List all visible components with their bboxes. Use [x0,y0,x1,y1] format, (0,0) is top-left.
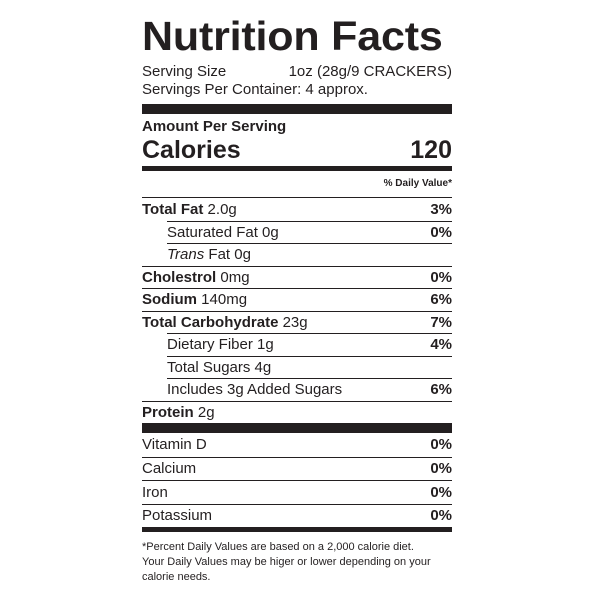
vitamin-dv: 0% [430,436,452,454]
nutrient-row-protein: Protein 2g [142,400,452,424]
vitamin-name: Potassium [142,507,213,525]
vitamin-dv: 0% [430,507,452,525]
amount-per-serving: Amount Per Serving [142,118,287,135]
nutrient-name: Includes 3g Added Sugars [167,381,343,399]
calories-value: 120 [410,136,452,164]
daily-value-header: % Daily Value* [383,178,452,189]
nutrient-dv: 4% [430,336,452,354]
nutrient-row-sodium: Sodium 140mg 6% [142,288,452,311]
thick-divider [142,423,452,433]
nutrient-name: Saturated Fat 0g [167,223,279,241]
medium-divider [142,527,452,532]
nutrient-row-added-sugars: Includes 3g Added Sugars 6% [167,378,452,401]
label-title: Nutrition Facts [142,13,443,59]
vitamin-row-vitamin-d: Vitamin D 0% [142,433,452,457]
nutrient-name: Total Fat 2.0g [142,200,237,218]
calories-row: Calories 120 [142,136,452,166]
vitamin-row-iron: Iron 0% [142,480,452,504]
vitamin-row-calcium: Calcium 0% [142,456,452,481]
nutrition-facts-label: Nutrition Facts Serving Size 1oz (28g/9 … [142,14,452,585]
thick-divider [142,104,452,114]
nutrient-name: Total Carbohydrate 23g [142,313,308,331]
nutrient-row-trans-fat: Trans Fat 0g [167,243,452,266]
serving-size-label: Serving Size [142,63,227,80]
nutrient-name: Protein 2g [142,403,215,421]
nutrient-dv: 0% [430,268,452,286]
servings-per-container: Servings Per Container: 4 approx. [142,81,368,98]
footnote-line: calorie needs. [142,571,211,583]
nutrient-dv: 7% [430,313,452,331]
nutrient-name: Dietary Fiber 1g [167,336,274,354]
vitamin-dv: 0% [430,483,452,501]
nutrient-row-total-carbohydrate: Total Carbohydrate 23g 7% [142,310,452,334]
serving-size-row: Serving Size 1oz (28g/9 CRACKERS) [142,63,452,81]
nutrient-row-dietary-fiber: Dietary Fiber 1g 4% [167,333,452,356]
nutrient-row-total-fat: Total Fat 2.0g 3% [142,198,452,221]
vitamin-dv: 0% [430,460,452,478]
footnote-line: *Percent Daily Values are based on a 2,0… [142,541,414,553]
rule-divider [142,197,452,198]
nutrient-name: Cholestrol 0mg [142,268,250,286]
nutrient-row-cholestrol: Cholestrol 0mg 0% [142,265,452,289]
nutrient-dv: 3% [430,200,452,218]
calories-label: Calories [142,136,241,164]
nutrient-name: Total Sugars 4g [167,358,272,376]
footnote: *Percent Daily Values are based on a 2,0… [142,540,452,585]
footnote-line: Your Daily Values may be higer or lower … [142,556,431,568]
serving-size-value: 1oz (28g/9 CRACKERS) [288,63,452,80]
nutrient-row-total-sugars: Total Sugars 4g [167,355,452,379]
medium-divider [142,166,452,171]
nutrient-dv: 6% [430,381,452,399]
vitamin-name: Iron [142,483,168,501]
nutrient-name: Sodium 140mg [142,291,248,309]
vitamin-row-potassium: Potassium 0% [142,503,452,528]
nutrient-dv: 6% [430,291,452,309]
nutrient-name: Trans Fat 0g [167,246,251,264]
nutrient-row-saturated-fat: Saturated Fat 0g 0% [167,220,452,244]
nutrient-dv: 0% [430,223,452,241]
servings-per-container-row: Servings Per Container: 4 approx. [142,81,452,99]
vitamin-name: Vitamin D [142,436,207,454]
vitamin-name: Calcium [142,460,197,478]
